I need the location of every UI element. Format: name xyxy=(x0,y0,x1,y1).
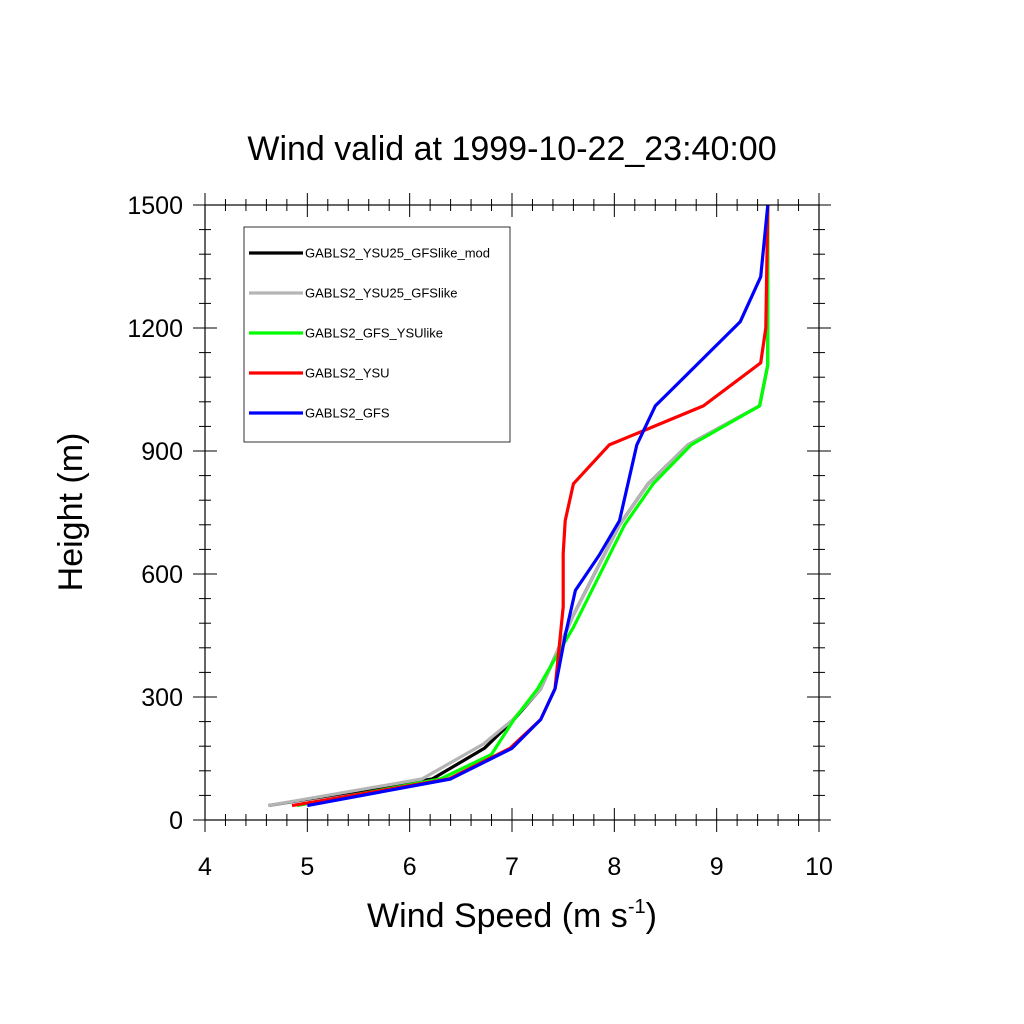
legend-label: GABLS2_GFS_YSUlike xyxy=(305,326,443,341)
legend-label: GABLS2_YSU25_GFSlike_mod xyxy=(305,246,490,261)
x-tick-label: 4 xyxy=(198,853,212,881)
y-tick-label: 300 xyxy=(141,684,183,712)
x-tick-label: 7 xyxy=(505,853,519,881)
x-tick-label: 8 xyxy=(607,853,621,881)
legend-label: GABLS2_YSU xyxy=(305,366,390,381)
x-axis-label: Wind Speed (m s-1) xyxy=(367,896,657,935)
y-tick-label: 600 xyxy=(141,561,183,589)
series-line xyxy=(296,205,770,808)
x-axis-label-superscript: -1 xyxy=(628,896,646,918)
y-axis-label: Height (m) xyxy=(52,433,90,592)
x-tick-label: 6 xyxy=(403,853,417,881)
plot-frame xyxy=(204,204,820,821)
legend: GABLS2_YSU25_GFSlike_mod GABLS2_YSU25_GFS… xyxy=(243,226,511,443)
x-tick-label: 9 xyxy=(710,853,724,881)
y-tick-label: 900 xyxy=(141,438,183,466)
y-tick-label: 0 xyxy=(169,807,183,835)
series-line xyxy=(307,204,770,808)
x-tick-label: 10 xyxy=(805,853,833,881)
legend-label: GABLS2_GFS xyxy=(305,406,390,421)
y-tick-label: 1200 xyxy=(127,315,183,343)
x-tick-label: 5 xyxy=(300,853,314,881)
x-tick-labels: 4 5 6 7 8 9 10 xyxy=(198,853,833,881)
chart-title: Wind valid at 1999-10-22_23:40:00 xyxy=(247,130,776,168)
legend-items: GABLS2_YSU25_GFSlike_mod GABLS2_YSU25_GFS… xyxy=(249,246,490,421)
series-lines xyxy=(268,204,770,808)
legend-label: GABLS2_YSU25_GFSlike xyxy=(305,286,457,301)
x-axis-label-base: Wind Speed (m s xyxy=(367,897,628,935)
x-axis-label-tail: ) xyxy=(646,897,657,935)
y-tick-label: 1500 xyxy=(127,192,183,220)
y-tick-labels: 0 300 600 900 1200 1500 xyxy=(127,192,183,835)
